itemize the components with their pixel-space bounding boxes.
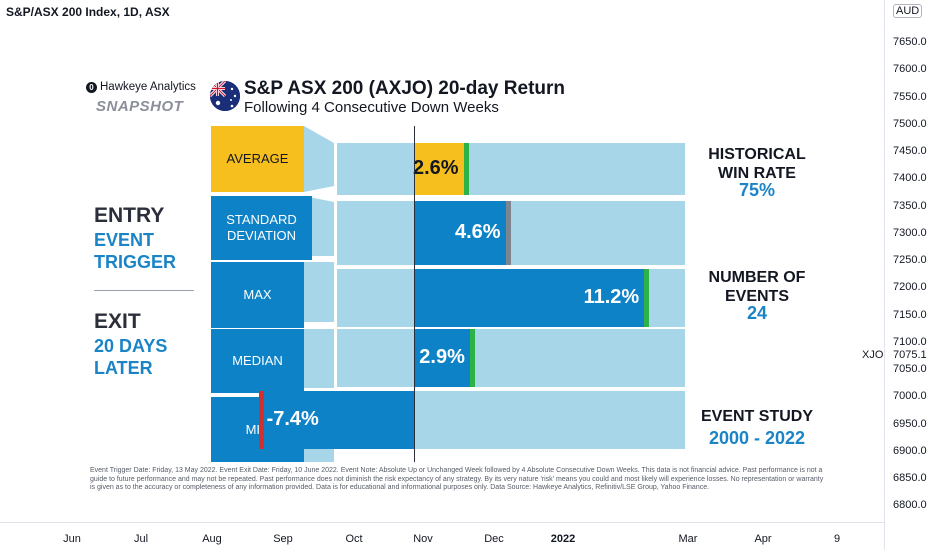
bar-value-label: -7.4% [266,408,319,430]
exit-line-1: 20 DAYS [94,336,168,356]
bar [414,269,645,327]
last-price-symbol: XJO [862,349,884,361]
price-tick: 7600.0 [893,63,927,76]
time-tick: Sep [273,533,293,545]
bar-track [337,329,685,387]
price-tick: 7200.0 [893,281,927,294]
exit-line-2: LATER [94,358,153,378]
bar-end-marker [505,201,511,265]
price-tick: 7150.0 [893,308,927,321]
bar-end-marker [463,143,469,195]
price-tick: 7650.0 [893,36,927,48]
last-price-value: 7075.1 [893,349,927,361]
bar-value-label: 2.6% [413,157,459,179]
entry-heading: ENTRY [94,204,165,227]
bar-value-label: 11.2% [583,286,640,308]
price-tick: 7550.0 [893,90,927,103]
brand: 0 Hawkeye Analytics [86,81,196,93]
time-axis-line [0,522,884,523]
zero-line [414,126,415,462]
bar [263,391,414,449]
win-rate-label-2: WIN RATE [718,165,796,182]
time-tick: 9 [833,533,841,545]
time-tick: Jun [63,533,81,545]
price-tick: 7500.0 [893,117,927,130]
row-label-median: MEDIAN [211,329,304,393]
price-tick: 6850.0 [893,472,927,484]
bar-end-marker [469,329,475,387]
bar-end-marker [644,269,650,327]
entry-exit-divider [94,290,194,291]
bar [414,201,506,265]
time-tick: Jul [133,533,149,545]
time-tick: Apr [754,533,772,545]
price-tick: 7050.0 [893,363,927,375]
australia-flag-icon [210,81,240,111]
snapshot-tag: SNAPSHOT [96,98,184,115]
price-tick: 7250.0 [893,254,927,266]
exit-heading: EXIT [94,310,141,333]
time-tick: Nov [413,533,433,545]
events-label-1: NUMBER OF [708,269,806,286]
price-tick: 7400.0 [893,172,927,185]
price-tick: 6950.0 [893,417,927,430]
time-tick: Dec [484,533,504,545]
win-rate-value: 75% [738,180,776,200]
currency-label[interactable]: AUD [893,4,923,18]
bar-track [337,143,685,195]
chart-title: S&P ASX 200 (AXJO) 20-day Return [244,78,565,99]
events-value: 24 [746,303,768,323]
bar [414,143,464,195]
entry-line-1: EVENT [94,230,155,250]
hawkeye-logo-icon: 0 [86,81,97,93]
row-label-max: MAX [211,262,304,328]
time-tick: 2022 [550,533,576,545]
row-label-average: AVERAGE [211,126,304,192]
price-axis[interactable] [884,0,932,550]
time-tick: Mar [678,533,698,545]
price-tick: 7000.0 [893,390,927,403]
bar-end-marker [258,391,264,449]
bar-value-label: 2.9% [419,346,465,368]
price-tick: 6900.0 [893,444,927,457]
chart-subtitle: Following 4 Consecutive Down Weeks [244,99,499,116]
price-tick: 7450.0 [893,145,927,157]
time-tick: Aug [202,533,222,545]
bar [414,329,470,387]
price-tick: 7100.0 [893,335,927,348]
price-tick: 7350.0 [893,199,927,212]
entry-line-2: TRIGGER [94,252,177,272]
row-label-standard-deviation: STANDARD DEVIATION [211,196,312,260]
symbol-title[interactable]: S&P/ASX 200 Index, 1D, ASX [6,5,170,19]
price-tick: 7300.0 [893,226,927,239]
disclaimer-text: Event Trigger Date: Friday, 13 May 2022.… [90,467,824,491]
brand-name: Hawkeye Analytics [100,81,196,93]
bar-value-label: 4.6% [455,221,501,243]
bar-track [337,201,685,265]
time-tick: Oct [345,533,363,545]
event-study-range: 2000 - 2022 [708,428,806,448]
event-study-label: EVENT STUDY [700,408,813,425]
events-label-2: EVENTS [724,288,789,305]
win-rate-label-1: HISTORICAL [708,146,806,163]
price-tick: 6800.0 [893,499,927,512]
